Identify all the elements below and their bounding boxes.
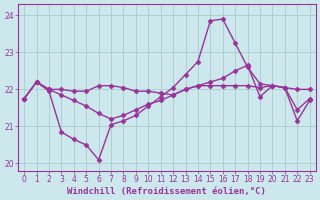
X-axis label: Windchill (Refroidissement éolien,°C): Windchill (Refroidissement éolien,°C) xyxy=(68,187,266,196)
